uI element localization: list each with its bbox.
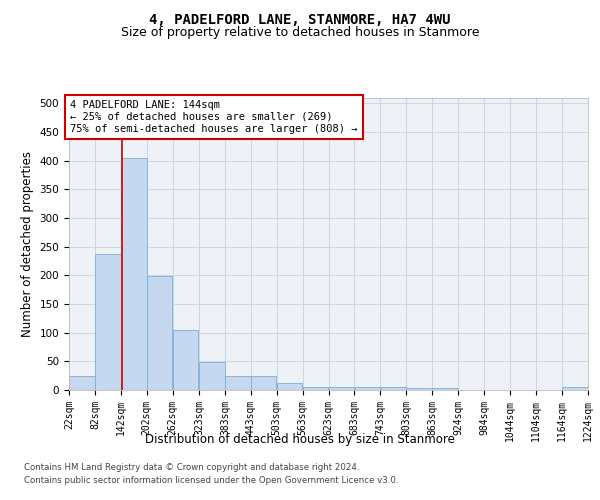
Bar: [251, 376, 277, 390]
Y-axis label: Number of detached properties: Number of detached properties: [21, 151, 34, 337]
Bar: [406, 388, 432, 390]
Bar: [173, 330, 199, 390]
Bar: [121, 158, 146, 390]
Bar: [562, 387, 588, 390]
Bar: [380, 386, 406, 390]
Bar: [303, 386, 328, 390]
Bar: [147, 276, 172, 390]
Text: Size of property relative to detached houses in Stanmore: Size of property relative to detached ho…: [121, 26, 479, 39]
Bar: [199, 362, 224, 390]
Text: Distribution of detached houses by size in Stanmore: Distribution of detached houses by size …: [145, 432, 455, 446]
Text: Contains public sector information licensed under the Open Government Licence v3: Contains public sector information licen…: [24, 476, 398, 485]
Text: Contains HM Land Registry data © Crown copyright and database right 2024.: Contains HM Land Registry data © Crown c…: [24, 462, 359, 471]
Text: 4, PADELFORD LANE, STANMORE, HA7 4WU: 4, PADELFORD LANE, STANMORE, HA7 4WU: [149, 12, 451, 26]
Bar: [277, 383, 302, 390]
Bar: [95, 254, 121, 390]
Bar: [433, 388, 458, 390]
Bar: [329, 386, 354, 390]
Bar: [225, 376, 251, 390]
Bar: [69, 376, 95, 390]
Bar: [355, 386, 380, 390]
Text: 4 PADELFORD LANE: 144sqm
← 25% of detached houses are smaller (269)
75% of semi-: 4 PADELFORD LANE: 144sqm ← 25% of detach…: [70, 100, 358, 134]
